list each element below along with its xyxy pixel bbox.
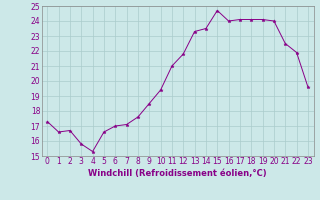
X-axis label: Windchill (Refroidissement éolien,°C): Windchill (Refroidissement éolien,°C) (88, 169, 267, 178)
